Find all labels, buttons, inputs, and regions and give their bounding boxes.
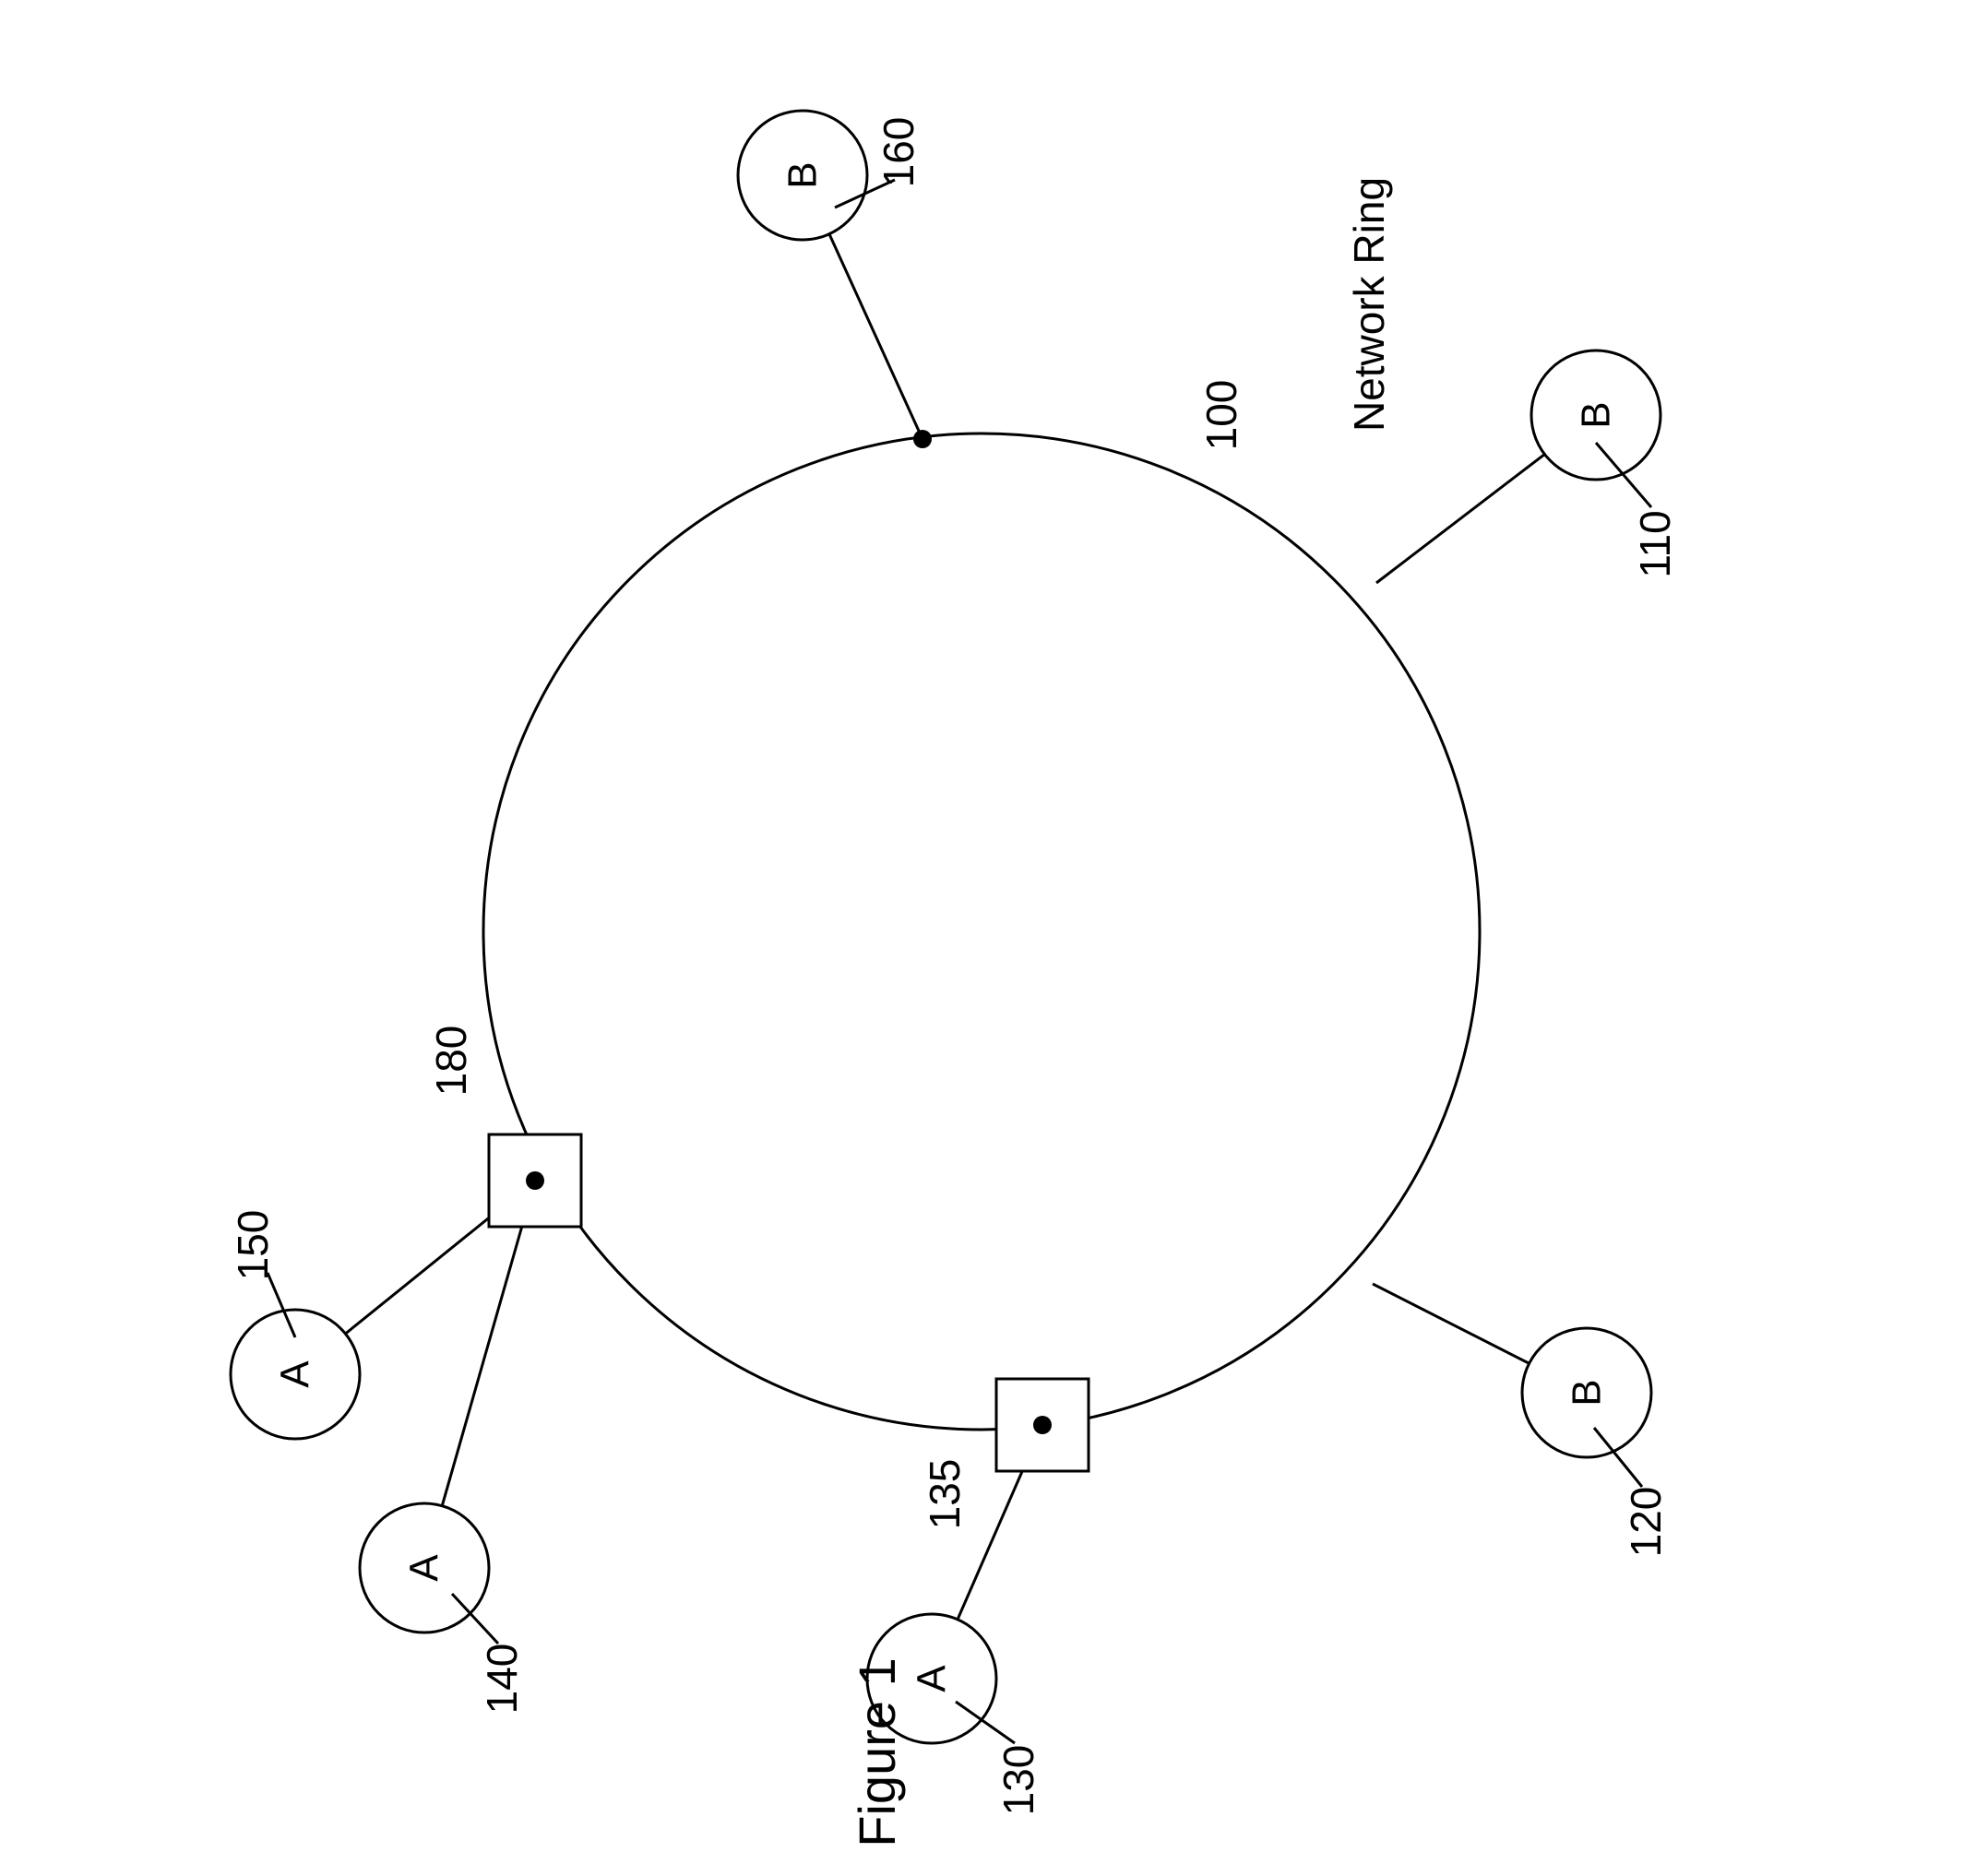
square-node-sq180 (489, 1134, 581, 1227)
square-node-sq135 (996, 1379, 1089, 1471)
circle-node-n150: A (231, 1310, 360, 1439)
node-label: A (273, 1360, 318, 1388)
edge-n160 (829, 234, 922, 439)
node-label: B (780, 161, 826, 188)
edge-n110 (1376, 455, 1544, 583)
figure-caption: Figure 1 (848, 1657, 906, 1846)
node-label: A (910, 1665, 955, 1692)
edges-layer (345, 234, 1544, 1620)
circle-node-n120: B (1522, 1328, 1651, 1457)
ref-label-sq135: 135 (921, 1459, 969, 1530)
circle-node-n160: B (738, 111, 867, 240)
ref-label-n150: 150 (229, 1210, 277, 1281)
node-label: B (1565, 1379, 1610, 1406)
ring-layer (483, 433, 1480, 1430)
ref-label-n140: 140 (478, 1644, 526, 1715)
ring-ref-label: 100 (1197, 380, 1245, 451)
ref-label-sq180: 180 (427, 1026, 475, 1097)
edge-n140 (442, 1227, 521, 1506)
node-label: A (402, 1554, 447, 1582)
node-label: B (1574, 401, 1619, 428)
ref-label-n160: 160 (875, 117, 922, 188)
circle-node-n110: B (1531, 350, 1660, 480)
ref-label-n110: 110 (1631, 510, 1679, 577)
ref-label-n130: 130 (994, 1745, 1042, 1816)
ref-label-n120: 120 (1622, 1487, 1670, 1558)
diagram-title: Network Ring (1345, 177, 1393, 432)
network-ring (483, 433, 1480, 1430)
edge-n150 (345, 1217, 489, 1334)
edge-n120 (1373, 1284, 1530, 1363)
